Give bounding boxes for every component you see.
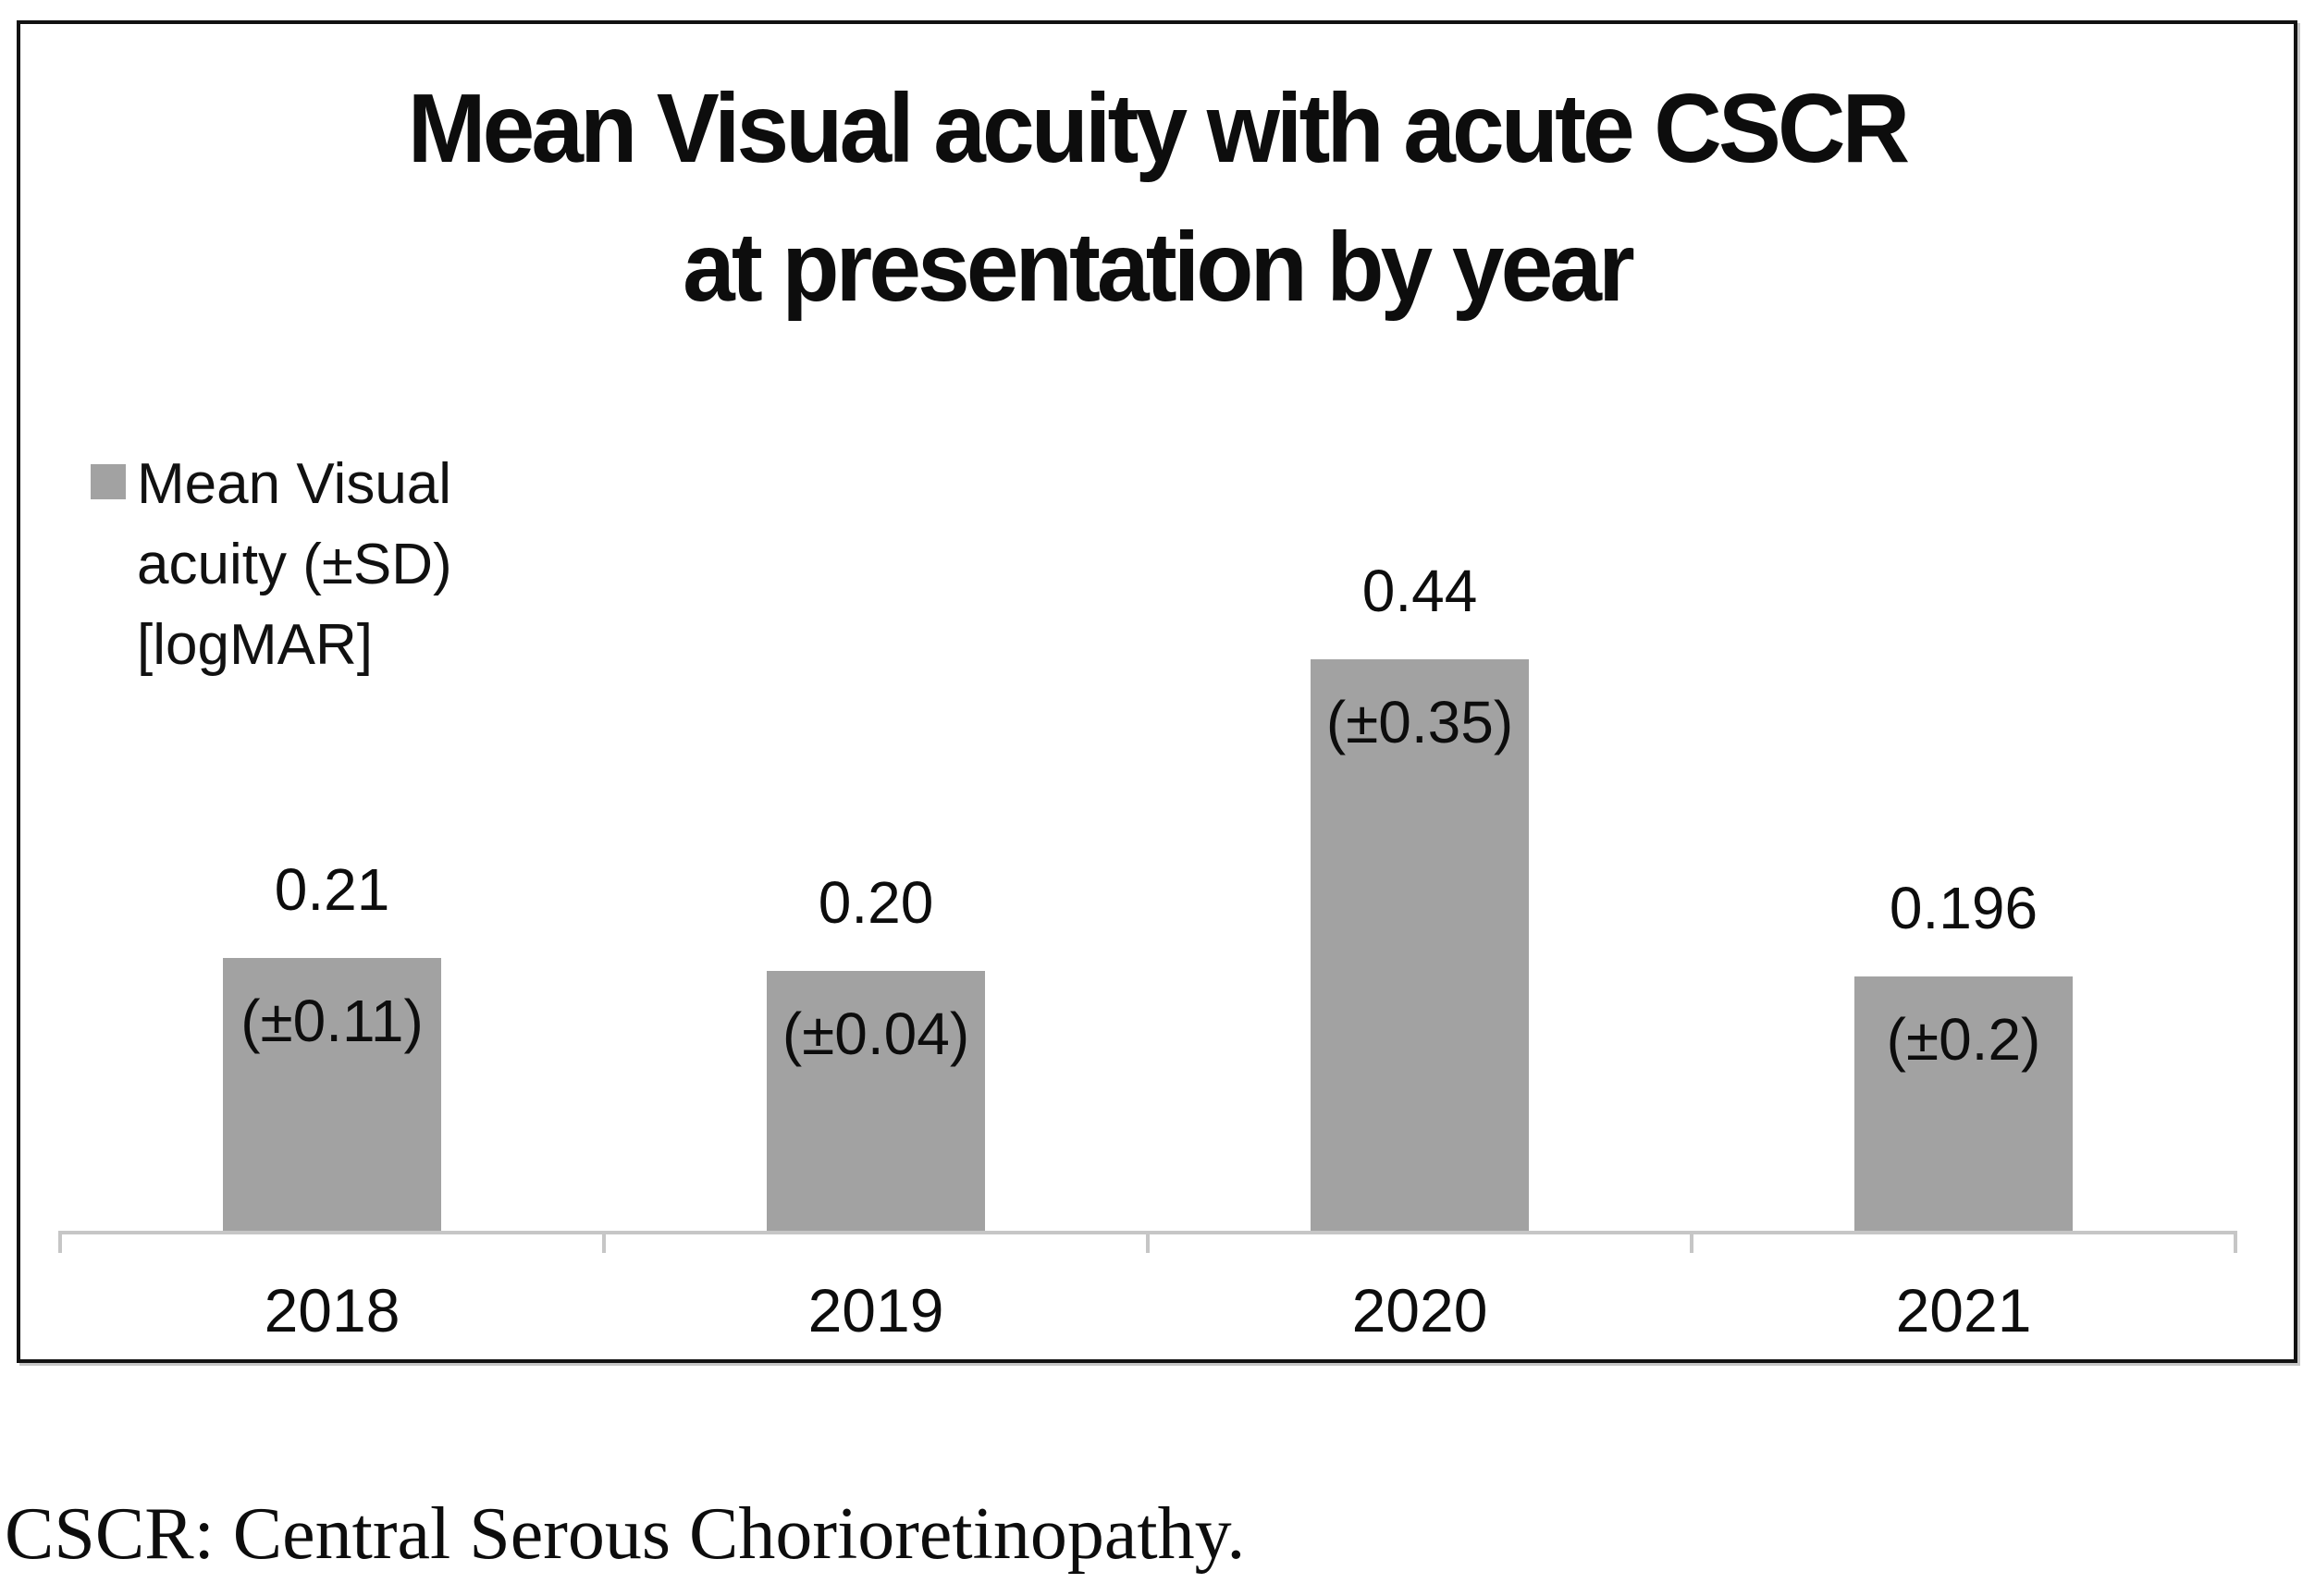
value-label-2021: 0.196 — [1889, 875, 2038, 941]
legend-label-line-3: [logMAR] — [137, 613, 373, 677]
sd-label-2018: (±0.11) — [240, 988, 424, 1054]
axis-tick — [58, 1231, 62, 1253]
legend-label-line-2: acuity (±SD) — [137, 533, 452, 596]
sd-label-2019: (±0.04) — [782, 1001, 970, 1067]
footnote: CSCR: Central Serous Chorioretinopathy. — [5, 1493, 1246, 1575]
plot-area: 0.21 (±0.11) 0.20 (±0.04) 0.44 (±0.35) 0.196 (±… — [58, 370, 2237, 1253]
value-label-2018: 0.21 — [274, 856, 390, 923]
chart-title-line-2: at presentation by year — [683, 213, 1635, 322]
axis-tick — [2234, 1231, 2237, 1253]
legend-marker-swatch — [91, 464, 126, 499]
axis-tick — [1146, 1231, 1150, 1253]
value-label-2019: 0.20 — [818, 869, 934, 936]
x-axis-labels: 2018 2019 2020 2021 — [60, 1278, 2235, 1352]
bar-2018 — [223, 958, 441, 1231]
legend-label: Mean Visual acuity (±SD) [logMAR] — [137, 444, 452, 685]
bar-2021 — [1854, 976, 2073, 1231]
legend-label-line-1: Mean Visual — [137, 452, 452, 516]
x-tick-label-2018: 2018 — [264, 1276, 400, 1344]
axis-tick — [1690, 1231, 1693, 1253]
sd-label-2021: (±0.2) — [1886, 1006, 2041, 1073]
x-tick-label-2021: 2021 — [1895, 1276, 2032, 1344]
chart-title-line-1: Mean Visual acuity with acute CSCR — [407, 74, 1910, 183]
legend: Mean Visual acuity (±SD) [logMAR] — [91, 444, 452, 685]
chart-title: Mean Visual acuity with acute CSCR at pr… — [66, 59, 2248, 337]
value-label-2020: 0.44 — [1361, 558, 1478, 624]
x-tick-label-2019: 2019 — [807, 1276, 944, 1344]
bar-2020 — [1311, 659, 1529, 1231]
sd-label-2020: (±0.35) — [1325, 689, 1514, 755]
bar-2019 — [767, 971, 985, 1231]
x-tick-label-2020: 2020 — [1351, 1276, 1488, 1344]
axis-tick — [602, 1231, 606, 1253]
chart-figure-border: Mean Visual acuity with acute CSCR at pr… — [17, 20, 2297, 1363]
